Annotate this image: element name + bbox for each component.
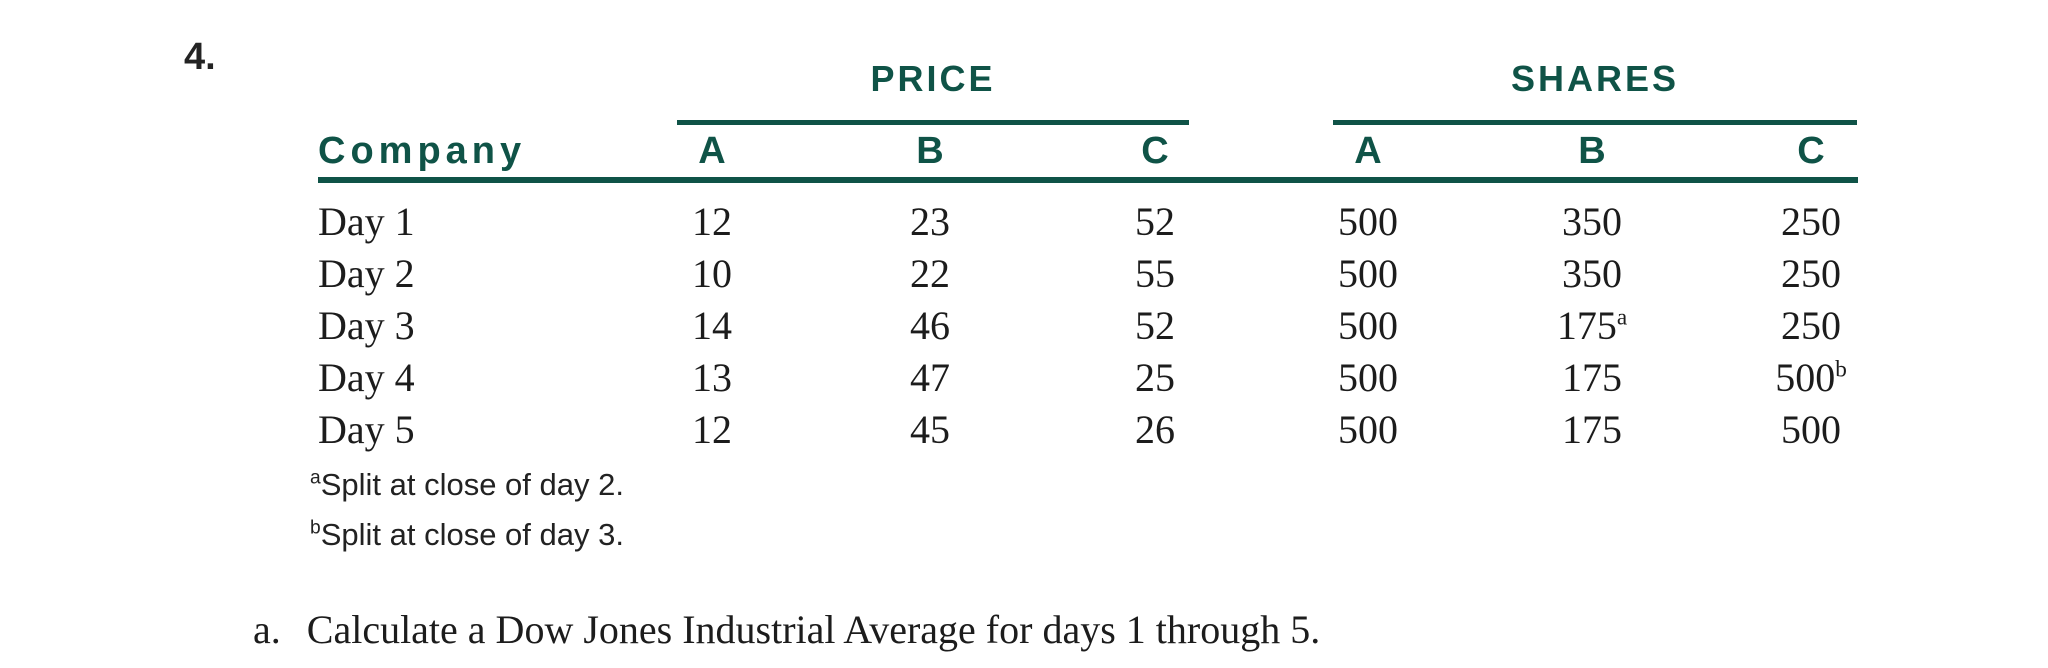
- shares-b-value: 350: [1562, 251, 1622, 296]
- footnote-marker-b: b: [1835, 356, 1847, 383]
- shares-c-value: 250: [1781, 199, 1841, 244]
- footnote-b-text: Split at close of day 3.: [320, 517, 624, 552]
- price-a-value: 12: [692, 199, 732, 244]
- footnote-b-marker: b: [310, 517, 321, 539]
- row-label: Day 4: [318, 355, 415, 400]
- shares-a-column-header: A: [1354, 130, 1382, 172]
- shares-c-value: 250: [1781, 303, 1841, 348]
- price-c-value: 55: [1135, 251, 1175, 296]
- shares-b-column-header: B: [1578, 130, 1606, 172]
- price-c-value: 52: [1135, 303, 1175, 348]
- column-header-row: Company A B C A B C: [318, 128, 1858, 174]
- shares-a-value: 500: [1338, 407, 1398, 452]
- shares-c-column-header: C: [1797, 130, 1825, 172]
- table-row: Day 5 12 45 26 500 175 500: [318, 404, 1858, 456]
- shares-a-value: 500: [1338, 251, 1398, 296]
- price-b-value: 22: [910, 251, 950, 296]
- table-footnotes: aSplit at close of day 2. bSplit at clos…: [310, 460, 624, 560]
- price-b-value: 23: [910, 199, 950, 244]
- price-a-value: 13: [692, 355, 732, 400]
- question-text: Calculate a Dow Jones Industrial Average…: [306, 607, 1321, 652]
- shares-a-value: 500: [1338, 199, 1398, 244]
- table-row: Day 3 14 46 52 500 175a 250: [318, 300, 1858, 352]
- price-b-value: 45: [910, 407, 950, 452]
- table-row: Day 4 13 47 25 500 175 500b: [318, 352, 1858, 404]
- price-group-rule: [677, 120, 1189, 125]
- price-a-value: 10: [692, 251, 732, 296]
- price-b-column-header: B: [916, 130, 944, 172]
- price-c-value: 52: [1135, 199, 1175, 244]
- shares-c-value: 250: [1781, 251, 1841, 296]
- price-b-value: 47: [910, 355, 950, 400]
- table-body: Day 1 12 23 52 500 350 250 Day 2 10 22 5…: [318, 196, 1858, 456]
- company-column-header: Company: [318, 130, 527, 172]
- question-item-a: a. Calculate a Dow Jones Industrial Aver…: [253, 604, 1320, 656]
- footnote-a-marker: a: [310, 467, 321, 489]
- row-label: Day 5: [318, 407, 415, 452]
- row-label: Day 3: [318, 303, 415, 348]
- footnote-a-text: Split at close of day 2.: [320, 467, 624, 502]
- data-table: PRICE SHARES Company A B C A B C Day 1 1…: [318, 0, 1858, 460]
- row-label: Day 2: [318, 251, 415, 296]
- shares-b-value: 350: [1562, 199, 1622, 244]
- price-a-value: 14: [692, 303, 732, 348]
- price-c-column-header: C: [1141, 130, 1169, 172]
- shares-a-value: 500: [1338, 303, 1398, 348]
- shares-c-value: 500b: [1775, 355, 1847, 400]
- question-item-label: a.: [253, 607, 281, 652]
- footnote-b: bSplit at close of day 3.: [310, 510, 624, 560]
- table-row: Day 1 12 23 52 500 350 250: [318, 196, 1858, 248]
- price-a-value: 12: [692, 407, 732, 452]
- shares-c-value: 500: [1781, 407, 1841, 452]
- price-b-value: 46: [910, 303, 950, 348]
- shares-b-value: 175: [1562, 407, 1622, 452]
- table-row: Day 2 10 22 55 500 350 250: [318, 248, 1858, 300]
- footnote-a: aSplit at close of day 2.: [310, 460, 624, 510]
- price-c-value: 26: [1135, 407, 1175, 452]
- shares-a-value: 500: [1338, 355, 1398, 400]
- price-group-header: PRICE: [870, 58, 996, 99]
- problem-number: 4.: [184, 36, 216, 78]
- row-label: Day 1: [318, 199, 415, 244]
- price-c-value: 25: [1135, 355, 1175, 400]
- price-a-column-header: A: [698, 130, 726, 172]
- footnote-marker-a: a: [1616, 304, 1628, 331]
- shares-group-rule: [1333, 120, 1857, 125]
- shares-group-header: SHARES: [1510, 58, 1680, 99]
- shares-b-value: 175a: [1556, 303, 1628, 348]
- shares-b-value: 175: [1562, 355, 1622, 400]
- header-separator-rule: [318, 177, 1858, 183]
